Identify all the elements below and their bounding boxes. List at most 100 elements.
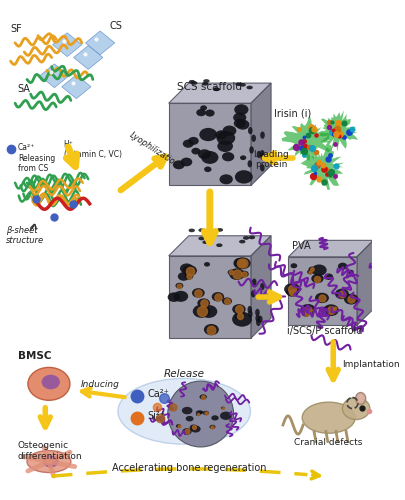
Ellipse shape <box>235 170 253 183</box>
Ellipse shape <box>311 274 324 283</box>
Ellipse shape <box>198 149 211 159</box>
Text: BMSC: BMSC <box>18 351 51 361</box>
Ellipse shape <box>260 153 265 160</box>
Ellipse shape <box>229 268 245 280</box>
Ellipse shape <box>233 258 248 269</box>
Ellipse shape <box>173 160 185 170</box>
Ellipse shape <box>240 156 246 160</box>
Ellipse shape <box>182 428 192 434</box>
Ellipse shape <box>252 278 256 286</box>
Ellipse shape <box>243 236 249 240</box>
Ellipse shape <box>342 398 370 419</box>
Ellipse shape <box>205 110 215 116</box>
Polygon shape <box>169 256 251 338</box>
Ellipse shape <box>203 411 209 415</box>
Text: Loading
protein: Loading protein <box>253 150 289 169</box>
Ellipse shape <box>217 131 235 145</box>
Ellipse shape <box>202 240 209 244</box>
Ellipse shape <box>322 307 328 312</box>
Ellipse shape <box>256 314 260 322</box>
Ellipse shape <box>204 166 211 172</box>
Ellipse shape <box>189 228 195 232</box>
Text: Inducing: Inducing <box>81 380 119 388</box>
Ellipse shape <box>221 406 225 409</box>
Text: Si²⁺: Si²⁺ <box>148 411 166 421</box>
Ellipse shape <box>284 283 301 296</box>
Ellipse shape <box>173 291 188 302</box>
Ellipse shape <box>217 228 223 232</box>
Ellipse shape <box>180 264 193 274</box>
Ellipse shape <box>255 309 260 316</box>
Ellipse shape <box>176 424 181 428</box>
Ellipse shape <box>211 416 219 420</box>
Polygon shape <box>85 31 115 55</box>
Ellipse shape <box>332 306 338 310</box>
Polygon shape <box>288 240 373 257</box>
Ellipse shape <box>196 410 202 415</box>
Polygon shape <box>62 75 91 98</box>
Ellipse shape <box>185 273 193 280</box>
Ellipse shape <box>324 274 333 280</box>
Polygon shape <box>301 144 344 190</box>
Ellipse shape <box>220 412 232 420</box>
Ellipse shape <box>234 312 245 320</box>
Ellipse shape <box>212 292 224 302</box>
Ellipse shape <box>290 263 297 268</box>
Ellipse shape <box>192 148 200 154</box>
Text: Lyophilization: Lyophilization <box>128 130 181 169</box>
Polygon shape <box>40 64 69 88</box>
Ellipse shape <box>198 236 205 240</box>
Ellipse shape <box>201 151 218 164</box>
Ellipse shape <box>311 264 327 276</box>
Ellipse shape <box>260 164 264 172</box>
Ellipse shape <box>235 82 242 86</box>
Ellipse shape <box>301 304 315 315</box>
Text: CS: CS <box>109 21 122 31</box>
Polygon shape <box>74 46 103 70</box>
Ellipse shape <box>286 288 298 296</box>
Ellipse shape <box>257 150 261 158</box>
Ellipse shape <box>214 88 220 91</box>
Ellipse shape <box>213 88 219 91</box>
Ellipse shape <box>183 140 194 148</box>
Ellipse shape <box>204 262 210 266</box>
Ellipse shape <box>232 312 252 326</box>
Ellipse shape <box>338 262 347 270</box>
Ellipse shape <box>200 305 217 318</box>
Ellipse shape <box>258 316 262 323</box>
Ellipse shape <box>260 150 264 158</box>
Ellipse shape <box>232 304 246 314</box>
Text: Irisin (i): Irisin (i) <box>274 108 311 118</box>
Ellipse shape <box>249 236 255 240</box>
Ellipse shape <box>220 174 233 184</box>
Ellipse shape <box>28 368 70 400</box>
Ellipse shape <box>200 106 207 110</box>
Ellipse shape <box>247 306 252 313</box>
Ellipse shape <box>185 416 194 422</box>
Text: Ca²⁺
Releasing
from CS: Ca²⁺ Releasing from CS <box>18 144 55 173</box>
Ellipse shape <box>190 424 198 430</box>
Text: PVA: PVA <box>292 240 311 250</box>
Polygon shape <box>169 103 251 186</box>
Ellipse shape <box>198 410 203 414</box>
Ellipse shape <box>248 127 253 134</box>
Ellipse shape <box>222 298 232 305</box>
Text: Osteogenic
differentiation: Osteogenic differentiation <box>18 442 83 461</box>
Text: β-sheet
structure: β-sheet structure <box>6 226 44 245</box>
Ellipse shape <box>228 270 235 275</box>
Polygon shape <box>281 116 330 161</box>
Ellipse shape <box>315 292 329 303</box>
Ellipse shape <box>182 407 192 414</box>
Ellipse shape <box>251 290 256 298</box>
Polygon shape <box>169 236 271 256</box>
Text: Accelerating bone regeneration: Accelerating bone regeneration <box>111 464 266 473</box>
Polygon shape <box>251 236 271 338</box>
Text: SA: SA <box>18 84 31 94</box>
Ellipse shape <box>239 240 245 244</box>
Ellipse shape <box>309 266 316 272</box>
Ellipse shape <box>302 311 309 316</box>
Ellipse shape <box>196 413 200 416</box>
Ellipse shape <box>249 146 254 154</box>
Ellipse shape <box>202 82 209 86</box>
Text: i/SCS/P scaffold: i/SCS/P scaffold <box>287 326 363 336</box>
